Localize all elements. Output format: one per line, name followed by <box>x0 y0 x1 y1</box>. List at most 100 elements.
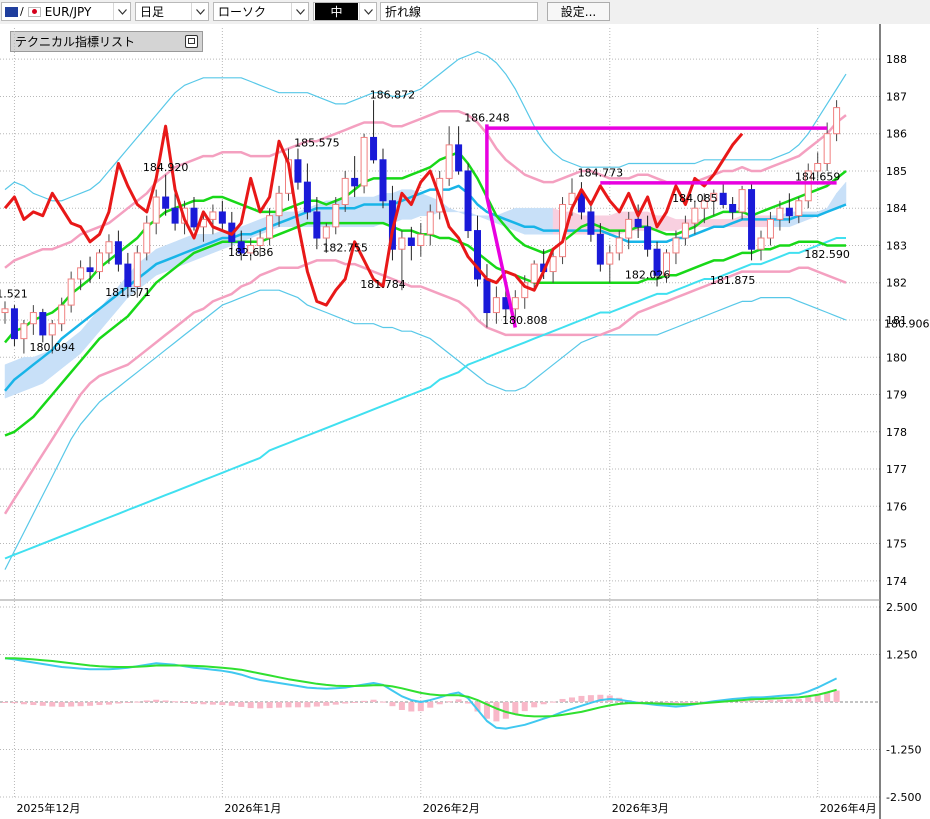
macd-histogram-bar <box>153 699 160 702</box>
price-tick-label: 185 <box>886 165 907 178</box>
price-annotation: 184.773 <box>578 167 624 180</box>
candle-up <box>322 226 330 239</box>
macd-histogram-bar <box>465 702 472 704</box>
macd-histogram-bar <box>380 701 386 703</box>
macd-histogram-bar <box>578 695 585 702</box>
price-annotation: 182.026 <box>625 269 671 282</box>
macd-histogram-bar <box>191 702 197 704</box>
macd-histogram-bar <box>304 702 311 708</box>
timeframe-select[interactable]: 日足 <box>135 2 209 21</box>
pair-select[interactable]: / EUR/JPY <box>1 2 131 21</box>
cloud-segment <box>666 215 677 231</box>
macd-panel: 2.500 1.250 -1.250 -2.500 <box>2 601 921 804</box>
candle-up <box>105 241 113 254</box>
macd-histogram-bar <box>87 702 94 706</box>
candle-up <box>681 222 689 239</box>
candle-up <box>275 192 283 217</box>
band-lines <box>3 51 847 570</box>
candle-down <box>313 211 321 239</box>
bollinger-upper-line <box>4 51 847 202</box>
cloud-segment <box>704 219 715 228</box>
macd-histogram-bar <box>786 699 793 702</box>
cloud-segment <box>515 207 526 235</box>
macd-histogram-bar <box>502 702 509 719</box>
macd-histogram-bar <box>181 702 188 703</box>
macd-histogram-bar <box>351 702 358 703</box>
candle-down <box>86 267 94 273</box>
macd-histogram-bar <box>767 700 774 702</box>
price-tick-label: 174 <box>886 575 907 588</box>
candle-up <box>143 222 151 254</box>
candle-down <box>237 241 245 254</box>
toolbar: / EUR/JPY 日足 ローソク 中 折れ線 設定... <box>0 0 930 24</box>
price-tick-label: 183 <box>886 239 907 252</box>
candle-up <box>266 215 274 239</box>
price-annotation: 181.571 <box>105 286 151 299</box>
candle-up <box>152 196 160 224</box>
candle-down <box>370 136 378 161</box>
macd-histogram-bar <box>323 702 330 706</box>
macd-histogram-bar <box>58 702 65 707</box>
macd-histogram-bar <box>162 700 169 702</box>
candle-up <box>511 297 519 310</box>
chevron-down-icon[interactable] <box>359 3 376 20</box>
candle-up <box>776 207 784 220</box>
candle-up <box>691 207 699 224</box>
chevron-down-icon[interactable] <box>113 3 130 20</box>
pink-band-lower-line <box>3 259 847 515</box>
price-axis: 174 175 176 177 178 179 180 181 182 183 184 185 186 1… <box>884 53 930 588</box>
chart-type-select[interactable]: ローソク <box>213 2 309 21</box>
price-tick-label: 179 <box>886 389 907 402</box>
magenta-trend-lines <box>485 124 837 328</box>
candle-down <box>748 189 756 250</box>
macd-histogram-bar <box>512 702 519 715</box>
price-tick-label: 178 <box>886 426 907 439</box>
bollinger-lower-line <box>4 289 847 570</box>
candle-down <box>39 312 47 336</box>
macd-histogram-bar <box>436 702 443 705</box>
macd-tick-label: 2.500 <box>886 601 918 614</box>
macd-histogram-bar <box>776 699 783 702</box>
candle-up <box>67 278 75 306</box>
macd-histogram-bar <box>417 702 424 712</box>
candle-up <box>492 297 500 314</box>
date-label: 2026年4月 <box>820 801 877 815</box>
candle-up <box>814 163 822 172</box>
chevron-down-icon[interactable] <box>291 3 308 20</box>
price-tick-label: 181 <box>886 314 907 327</box>
chevron-down-icon[interactable] <box>191 3 208 20</box>
candle-up <box>625 218 633 239</box>
candle-down <box>10 308 18 340</box>
macd-histogram-bar <box>758 700 764 702</box>
candle-up <box>29 312 37 325</box>
candle-up <box>398 237 406 250</box>
macd-histogram-bar <box>587 695 594 702</box>
cloud-segment <box>23 357 34 392</box>
timeframe-label: 日足 <box>140 5 165 19</box>
restore-icon[interactable] <box>185 35 198 48</box>
macd-histogram-bar <box>247 702 254 709</box>
candle-up <box>445 144 453 179</box>
price-annotation: 186.872 <box>370 88 416 101</box>
macd-histogram-bar <box>370 699 377 702</box>
slow-ma-line <box>4 221 846 437</box>
overlay-field[interactable]: 折れ線 <box>380 2 538 21</box>
candle-up <box>823 133 831 165</box>
price-annotation: 180.094 <box>30 341 76 354</box>
candle-down <box>587 211 595 235</box>
macd-histogram-bar <box>276 702 283 708</box>
indicator-list-panel[interactable]: テクニカル指標リスト <box>10 31 203 52</box>
macd-histogram-bar <box>30 702 37 706</box>
macd-histogram-bar <box>795 698 802 702</box>
candle-size-select[interactable]: 中 <box>313 2 377 21</box>
candle-down <box>577 192 585 213</box>
candle-size-label: 中 <box>315 3 358 20</box>
settings-button[interactable]: 設定... <box>547 2 610 21</box>
macd-histogram-bar <box>238 702 245 707</box>
candle-down <box>379 159 387 202</box>
candle-up <box>77 267 85 280</box>
candles <box>1 100 841 354</box>
candle-down <box>162 196 170 209</box>
price-chart[interactable]: 181.521 180.094 181.571 184.920 182.636 185.5… <box>0 24 930 819</box>
macd-histogram-bar <box>228 702 235 706</box>
